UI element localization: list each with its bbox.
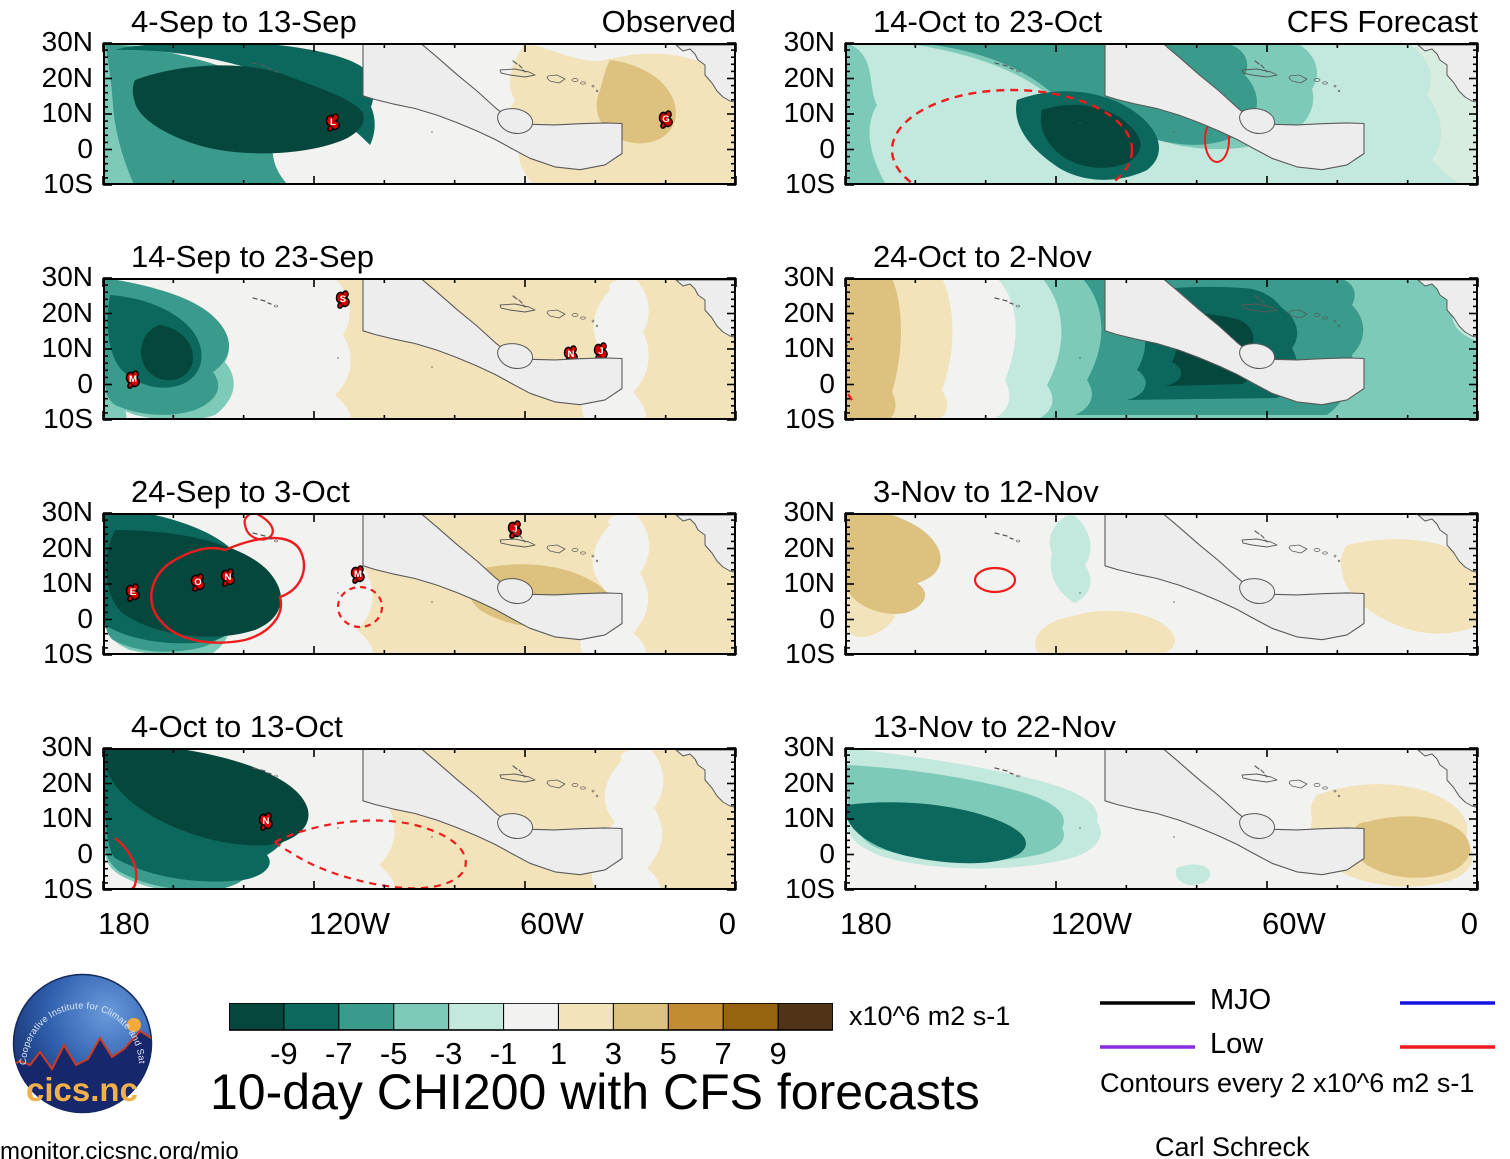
svg-text:L: L — [330, 117, 336, 128]
svg-text:N: N — [224, 572, 231, 583]
svg-text:E: E — [130, 587, 137, 598]
svg-text:N: N — [262, 816, 269, 827]
svg-text:M: M — [129, 374, 137, 385]
svg-text:cics.nc: cics.nc — [26, 1071, 138, 1108]
svg-text:M: M — [354, 569, 362, 580]
svg-text:S: S — [340, 294, 347, 305]
svg-text:O: O — [194, 577, 202, 588]
svg-text:G: G — [662, 114, 669, 125]
svg-text:J: J — [598, 346, 603, 357]
